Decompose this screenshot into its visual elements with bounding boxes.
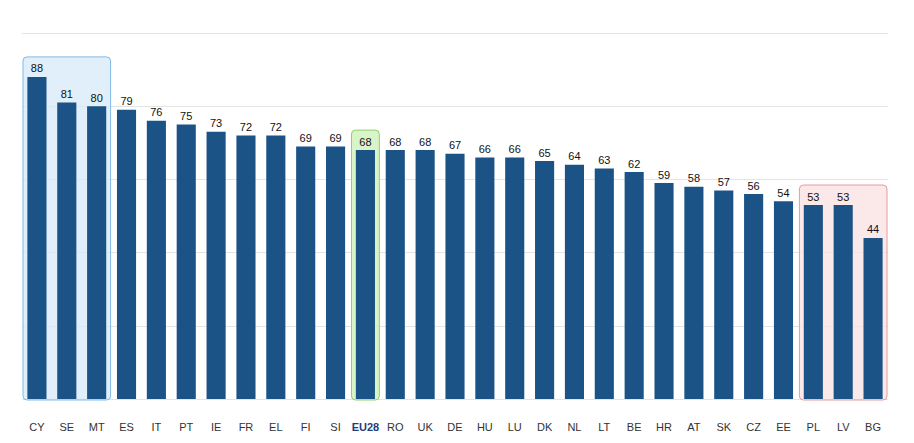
svg-text:68: 68 bbox=[389, 136, 401, 148]
svg-text:DK: DK bbox=[537, 421, 553, 433]
svg-text:IT: IT bbox=[151, 421, 161, 433]
svg-text:AT: AT bbox=[687, 421, 701, 433]
svg-text:53: 53 bbox=[807, 191, 819, 203]
svg-text:SK: SK bbox=[716, 421, 731, 433]
svg-text:EL: EL bbox=[269, 421, 282, 433]
svg-text:56: 56 bbox=[747, 180, 759, 192]
svg-text:57: 57 bbox=[718, 176, 730, 188]
svg-text:67: 67 bbox=[449, 139, 461, 151]
svg-text:69: 69 bbox=[329, 132, 341, 144]
svg-text:62: 62 bbox=[628, 158, 640, 170]
svg-text:72: 72 bbox=[270, 121, 282, 133]
svg-text:BG: BG bbox=[865, 421, 881, 433]
svg-text:59: 59 bbox=[658, 169, 670, 181]
svg-text:CZ: CZ bbox=[746, 421, 761, 433]
svg-text:PT: PT bbox=[179, 421, 193, 433]
svg-text:65: 65 bbox=[538, 147, 550, 159]
svg-text:75: 75 bbox=[180, 110, 192, 122]
svg-text:64: 64 bbox=[568, 150, 580, 162]
svg-text:ES: ES bbox=[119, 421, 134, 433]
svg-text:80: 80 bbox=[91, 92, 103, 104]
svg-text:54: 54 bbox=[777, 187, 789, 199]
svg-text:81: 81 bbox=[61, 88, 73, 100]
svg-text:66: 66 bbox=[509, 143, 521, 155]
svg-text:LV: LV bbox=[837, 421, 850, 433]
svg-text:IE: IE bbox=[211, 421, 221, 433]
svg-text:68: 68 bbox=[359, 136, 371, 148]
svg-text:MT: MT bbox=[89, 421, 105, 433]
svg-text:PL: PL bbox=[807, 421, 820, 433]
svg-text:73: 73 bbox=[210, 117, 222, 129]
svg-text:79: 79 bbox=[120, 95, 132, 107]
svg-text:63: 63 bbox=[598, 154, 610, 166]
svg-text:EE: EE bbox=[776, 421, 791, 433]
svg-text:58: 58 bbox=[688, 172, 700, 184]
svg-text:SE: SE bbox=[59, 421, 74, 433]
svg-text:LU: LU bbox=[508, 421, 522, 433]
svg-text:FI: FI bbox=[301, 421, 311, 433]
svg-text:HU: HU bbox=[477, 421, 493, 433]
svg-text:72: 72 bbox=[240, 121, 252, 133]
svg-text:RO: RO bbox=[387, 421, 404, 433]
svg-text:68: 68 bbox=[419, 136, 431, 148]
svg-text:FR: FR bbox=[239, 421, 254, 433]
svg-text:EU28: EU28 bbox=[352, 421, 380, 433]
svg-text:HR: HR bbox=[656, 421, 672, 433]
svg-text:NL: NL bbox=[567, 421, 581, 433]
svg-text:66: 66 bbox=[479, 143, 491, 155]
svg-text:88: 88 bbox=[31, 62, 43, 74]
svg-text:LT: LT bbox=[598, 421, 610, 433]
svg-text:76: 76 bbox=[150, 106, 162, 118]
svg-text:DE: DE bbox=[447, 421, 462, 433]
svg-text:UK: UK bbox=[417, 421, 433, 433]
svg-text:69: 69 bbox=[300, 132, 312, 144]
svg-text:CY: CY bbox=[29, 421, 45, 433]
svg-text:SI: SI bbox=[330, 421, 340, 433]
svg-text:BE: BE bbox=[627, 421, 642, 433]
svg-text:44: 44 bbox=[867, 223, 879, 235]
svg-text:53: 53 bbox=[837, 191, 849, 203]
